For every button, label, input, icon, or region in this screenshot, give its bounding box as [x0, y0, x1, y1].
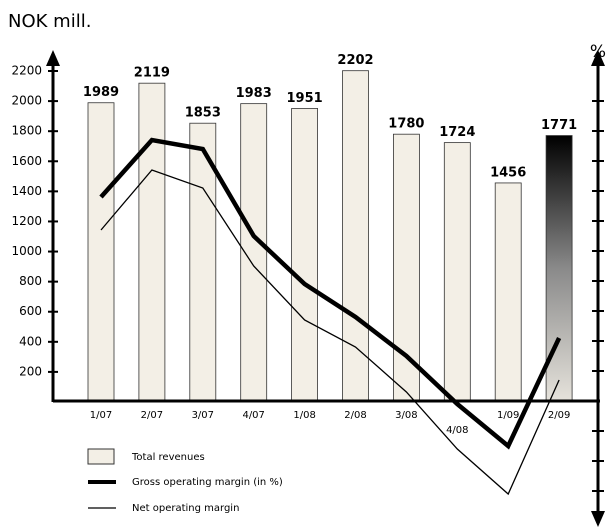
- y-tick-label: 600: [19, 304, 42, 318]
- value-label: 1983: [236, 86, 272, 101]
- lines: [99, 137, 562, 496]
- chart-title: NOK mill.: [8, 11, 91, 32]
- x-tick-label: 3/08: [395, 410, 417, 421]
- y-tick-label: 1800: [11, 124, 42, 138]
- y-tick-label: 1200: [11, 214, 42, 228]
- x-tick-label: 4/08: [446, 425, 468, 436]
- x-tick-label: 2/07: [141, 410, 163, 421]
- x-tick-label: 2/08: [344, 410, 366, 421]
- bar: [342, 70, 369, 403]
- legend-swatch: [87, 448, 115, 465]
- bar: [87, 102, 115, 403]
- y-tick-label: 800: [19, 274, 42, 288]
- bar: [138, 82, 166, 403]
- x-tick-label: 2/09: [548, 410, 570, 421]
- value-label: 1456: [490, 165, 526, 180]
- line: [100, 169, 560, 496]
- y2-axis-arrow: [591, 511, 605, 527]
- x-tick-label: 1/07: [90, 410, 112, 421]
- y-tick-label: 2000: [11, 94, 42, 108]
- value-label: 1853: [185, 106, 221, 121]
- bars: 1989 2119 1853 1983 1951 2202 1780 1724 1456 1771: [83, 53, 577, 403]
- x-tick-label: 4/07: [242, 410, 264, 421]
- y2-axis-arrow: [591, 50, 605, 66]
- y-tick-label: 400: [19, 334, 42, 348]
- legend-label: Total revenues: [131, 452, 205, 463]
- value-label: 1771: [541, 118, 577, 133]
- bar: [494, 182, 522, 403]
- y-tick-label: 1000: [11, 244, 42, 258]
- value-label: 1951: [287, 91, 323, 106]
- y-tick-label: 1600: [11, 154, 42, 168]
- value-label: 1724: [439, 125, 475, 140]
- y-tick-label: 2200: [11, 64, 42, 78]
- axes: 200 400 600 800 1000 1200 1400 1600 1800 2000 2200…: [11, 50, 605, 527]
- y-tick-label: 200: [19, 364, 42, 378]
- legend-label: Gross operating margin (in %): [132, 477, 283, 488]
- y-axis-arrow: [46, 50, 60, 66]
- bar: [189, 122, 217, 403]
- bar: [443, 142, 471, 403]
- y-tick-label: 1400: [11, 184, 42, 198]
- x-tick-label: 1/08: [293, 410, 315, 421]
- value-label: 2119: [134, 66, 170, 81]
- legend-label: Net operating margin: [132, 503, 239, 514]
- bar: [291, 108, 319, 403]
- value-label: 1780: [388, 117, 424, 132]
- x-tick-label: 1/09: [497, 410, 519, 421]
- line: [99, 137, 562, 450]
- value-label: 2202: [337, 53, 373, 68]
- x-tick-label: 3/07: [192, 410, 214, 421]
- legend: Total revenues Gross operating margin (i…: [87, 448, 283, 514]
- value-label: 1989: [83, 85, 119, 100]
